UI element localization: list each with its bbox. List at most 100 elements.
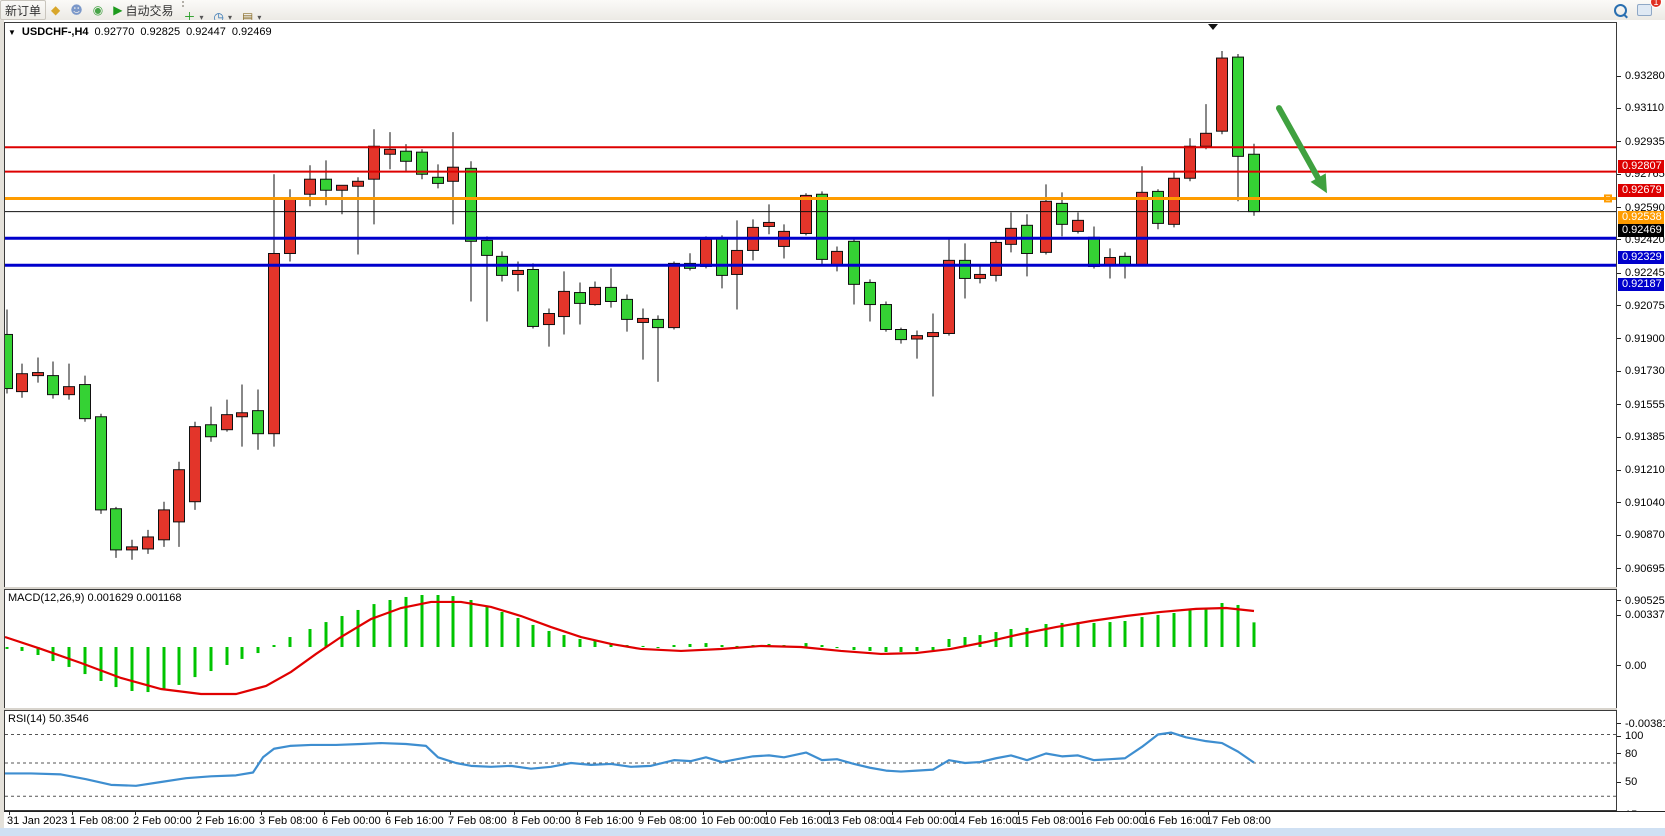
chevron-down-icon: ▾ (199, 12, 204, 22)
price-axis-label: 0.91040 (1625, 496, 1665, 509)
bull-candle (512, 269, 524, 275)
bear-candle (895, 329, 907, 341)
bull-candle (1072, 219, 1084, 232)
bull-candle (221, 414, 233, 431)
main-toolbar: 新订单 ◆☻◉ ▶ 自动交易 ▤▥∿⊕⊖▦↦↤＋▾◷▾▤▾↖┼│─╱╱E┅FAT… (0, 0, 1665, 129)
templates-icon: ▤ (242, 10, 254, 24)
price-axis-label: 0.91210 (1625, 464, 1665, 477)
bull-candle (1216, 57, 1228, 132)
bear-candle (205, 424, 217, 438)
deposit-icon[interactable]: ◆ (46, 0, 65, 20)
time-axis-label: 17 Feb 08:00 (1206, 815, 1271, 827)
profile-icon[interactable]: ☻ (65, 0, 88, 20)
bull-candle (32, 372, 44, 377)
level-price-badge: 0.92679 (1618, 184, 1664, 198)
time-axis-label: 7 Feb 08:00 (448, 815, 507, 827)
pane-separator-rsi[interactable] (4, 708, 1617, 710)
bull-candle (927, 332, 939, 338)
new-order-button[interactable]: 新订单 (0, 0, 47, 20)
bull-candle (637, 317, 649, 323)
bull-candle (558, 290, 570, 318)
rsi-pane[interactable] (4, 710, 1617, 811)
deposit-icon: ◆ (51, 3, 61, 17)
toolbar-group-trade: 新订单 ◆ ☻ ◉ ▶ 自动交易 (0, 0, 179, 20)
bear-candle (864, 281, 876, 306)
autotrading-button[interactable]: ▶ 自动交易 (108, 0, 178, 20)
ohlc-high: 0.92825 (140, 26, 181, 38)
time-axis-label: 16 Feb 16:00 (1143, 815, 1208, 827)
bull-candle (668, 262, 680, 329)
bull-candle (800, 194, 812, 234)
bear-candle (1232, 56, 1244, 157)
bear-candle (652, 318, 664, 329)
line-handle[interactable] (1604, 194, 1612, 203)
price-axis-label: 0.90525 (1625, 594, 1665, 607)
candlestick-chart[interactable] (5, 23, 1616, 587)
bull-candle (63, 386, 75, 396)
price-axis-label: 0.93280 (1625, 70, 1665, 83)
periods-button[interactable]: ◷ ▾ (209, 7, 238, 27)
bull-candle (943, 259, 955, 335)
price-axis-label: 0.90870 (1625, 529, 1665, 542)
bull-candle (700, 238, 712, 267)
rsi-label: RSI(14) 50.3546 (8, 713, 89, 725)
autotrading-icon: ▶ (113, 3, 123, 17)
bull-candle (268, 252, 280, 435)
bull-candle (1040, 200, 1052, 253)
time-axis-label: 2 Feb 00:00 (133, 815, 192, 827)
time-axis-label: 31 Jan 2023 (7, 815, 68, 827)
bear-candle (1088, 236, 1100, 267)
price-axis[interactable]: 0.93280 0.93110 0.92935 0.92765 0.92590 0.924… (1617, 20, 1665, 834)
signal-icon[interactable]: ◉ (88, 0, 108, 20)
bear-candle (252, 410, 264, 435)
bear-candle (1248, 153, 1260, 213)
bear-candle (320, 178, 332, 191)
bear-candle (1152, 190, 1164, 224)
bull-candle (126, 546, 138, 551)
bear-candle (621, 298, 633, 320)
rsi-line (5, 731, 1255, 787)
bull-candle (16, 373, 28, 393)
bull-candle (304, 178, 316, 195)
window-bottom-edge (0, 828, 1665, 836)
pane-separator-macd[interactable] (4, 587, 1617, 589)
arrow-head (1310, 173, 1327, 194)
bear-candle (959, 259, 971, 279)
rsi-axis-label: 100 (1625, 730, 1644, 742)
trend-arrow-annotation[interactable] (1276, 105, 1324, 187)
time-axis-label: 13 Feb 08:00 (827, 815, 892, 827)
bull-candle (142, 536, 154, 550)
chart-window: ▼ USDCHF-,H4 0.92770 0.92825 0.92447 0.9… (0, 20, 1665, 836)
main-chart-pane[interactable] (4, 22, 1617, 588)
templates-button[interactable]: ▤ ▾ (237, 7, 266, 27)
chart-menu-icon[interactable]: ▼ (8, 27, 16, 37)
search-button[interactable] (1609, 0, 1632, 20)
bull-candle (384, 148, 396, 155)
bear-candle (95, 416, 107, 511)
rsi-chart[interactable] (5, 711, 1616, 810)
bull-candle (831, 250, 843, 266)
bull-candle (1184, 145, 1196, 179)
rsi-axis-label: 80 (1625, 747, 1638, 760)
time-axis[interactable]: 31 Jan 2023 1 Feb 08:00 2 Feb 00:00 2 Feb 1… (4, 811, 1665, 829)
bull-candle (731, 249, 743, 275)
time-axis-label: 8 Feb 16:00 (575, 815, 634, 827)
macd-pane[interactable] (4, 589, 1617, 709)
bear-candle (481, 239, 493, 256)
chart-shift-marker[interactable] (1208, 24, 1218, 30)
time-axis-label: 16 Feb 00:00 (1080, 815, 1145, 827)
profile-icon: ☻ (70, 3, 83, 17)
bull-candle (1168, 177, 1180, 225)
macd-axis-label: -0.003819 (1625, 717, 1665, 730)
bear-candle (400, 150, 412, 162)
bear-candle (816, 193, 828, 260)
macd-chart[interactable] (5, 590, 1616, 708)
bull-candle (158, 509, 170, 541)
bear-candle (605, 286, 617, 302)
bear-candle (416, 151, 428, 175)
bear-candle (5, 333, 13, 390)
news-button[interactable]: 1 (1632, 0, 1662, 20)
bear-candle (432, 176, 444, 184)
price-axis-label: 0.92590 (1625, 201, 1665, 214)
